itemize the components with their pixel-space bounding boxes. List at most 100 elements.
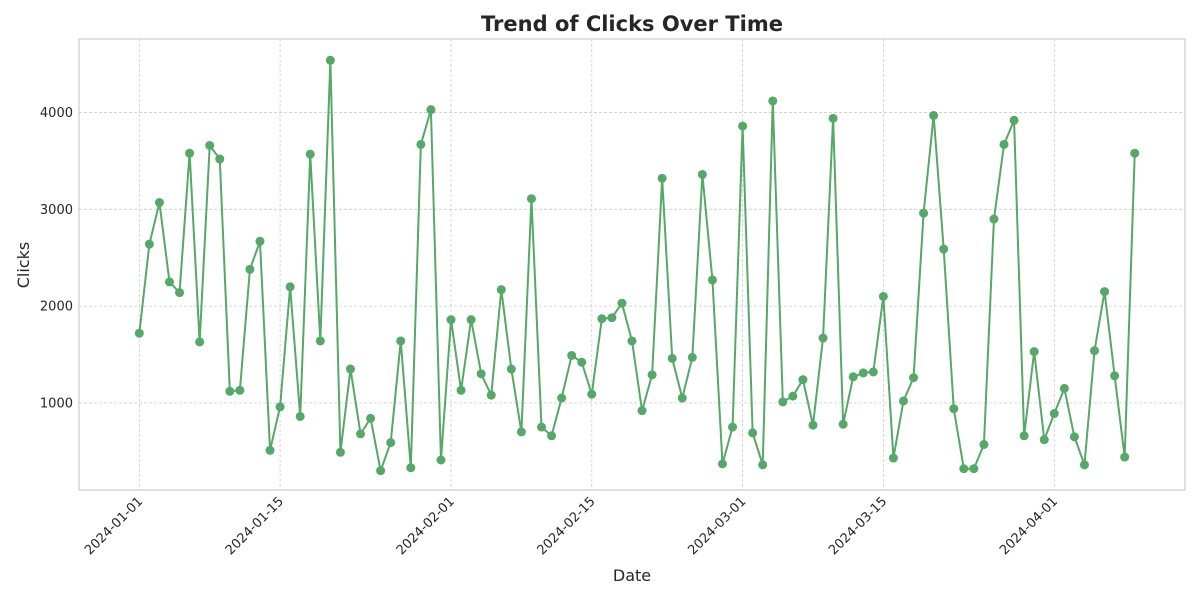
y-tick-label: 3000 xyxy=(40,203,73,218)
series-clicks xyxy=(134,55,1140,476)
data-point xyxy=(1090,346,1100,356)
data-point xyxy=(949,404,959,414)
data-point xyxy=(516,427,526,437)
data-point xyxy=(909,373,919,383)
data-point xyxy=(1029,347,1039,357)
data-point xyxy=(335,447,345,457)
data-point xyxy=(798,375,808,385)
data-point xyxy=(587,389,597,399)
data-point xyxy=(577,357,587,367)
data-point xyxy=(597,314,607,324)
data-point xyxy=(647,370,657,380)
y-tick-label: 4000 xyxy=(40,106,73,121)
data-point xyxy=(1120,452,1130,462)
data-point xyxy=(376,466,386,476)
data-point xyxy=(748,428,758,438)
data-point xyxy=(265,445,275,455)
plot-frame xyxy=(78,38,1186,491)
data-point xyxy=(1069,432,1079,442)
data-point xyxy=(1110,371,1120,381)
data-point xyxy=(939,244,949,254)
data-point xyxy=(878,291,888,301)
data-point xyxy=(275,402,285,412)
data-point xyxy=(175,288,185,298)
data-point xyxy=(768,96,778,106)
data-point xyxy=(677,393,687,403)
data-point xyxy=(164,277,174,287)
grid xyxy=(79,39,1185,490)
data-point xyxy=(919,208,929,218)
data-point xyxy=(657,173,667,183)
data-point xyxy=(567,350,577,360)
data-point xyxy=(858,368,868,378)
data-point xyxy=(1009,115,1019,125)
data-point xyxy=(617,298,627,308)
data-point xyxy=(1100,287,1110,297)
data-point xyxy=(446,315,456,325)
data-point xyxy=(356,429,366,439)
data-point xyxy=(396,336,406,346)
data-point xyxy=(738,121,748,131)
data-point xyxy=(245,264,255,274)
data-point xyxy=(838,419,848,429)
x-tick-label: 2024-02-15 xyxy=(535,494,599,558)
data-point xyxy=(758,460,768,470)
x-tick-label: 2024-01-15 xyxy=(223,494,287,558)
data-point xyxy=(627,336,637,346)
y-tick-label: 1000 xyxy=(40,396,73,411)
data-point xyxy=(828,113,838,123)
y-axis-ticks: 1000 2000 3000 4000 xyxy=(40,106,73,411)
data-point xyxy=(305,149,315,159)
data-point xyxy=(717,459,727,469)
data-point xyxy=(848,372,858,382)
data-point xyxy=(416,139,426,149)
data-point xyxy=(366,413,376,423)
data-point xyxy=(195,337,205,347)
data-point xyxy=(979,440,989,450)
data-point xyxy=(506,364,516,374)
data-point xyxy=(456,385,466,395)
data-point xyxy=(1039,435,1049,445)
data-point xyxy=(255,236,265,246)
data-point xyxy=(959,464,969,474)
data-point xyxy=(687,352,697,362)
data-point xyxy=(1130,148,1140,158)
data-point xyxy=(667,353,677,363)
data-point xyxy=(426,105,436,115)
data-point xyxy=(526,194,536,204)
x-tick-label: 2024-01-01 xyxy=(82,494,146,558)
data-point xyxy=(285,282,295,292)
x-tick-label: 2024-03-15 xyxy=(826,494,890,558)
x-axis-ticks: 2024-01-01 2024-01-15 2024-02-01 2024-02-15… xyxy=(82,494,1061,558)
x-axis-label: Date xyxy=(613,566,651,585)
data-point xyxy=(898,396,908,406)
data-point xyxy=(205,140,215,150)
data-point xyxy=(788,391,798,401)
data-point xyxy=(345,364,355,374)
data-point xyxy=(315,336,325,346)
data-point xyxy=(607,313,617,323)
data-point xyxy=(637,406,647,416)
data-point xyxy=(707,275,717,285)
data-point xyxy=(728,422,738,432)
data-point xyxy=(406,463,416,473)
data-point xyxy=(808,420,818,430)
data-point xyxy=(547,431,557,441)
x-tick-label: 2024-03-01 xyxy=(685,494,749,558)
data-point xyxy=(134,328,144,338)
data-point xyxy=(929,110,939,120)
data-point xyxy=(557,393,567,403)
data-point xyxy=(144,239,154,249)
x-tick-label: 2024-04-01 xyxy=(997,494,1061,558)
data-point xyxy=(1079,460,1089,470)
data-point xyxy=(295,411,305,421)
data-point xyxy=(969,464,979,474)
data-point xyxy=(486,390,496,400)
data-point xyxy=(818,333,828,343)
data-point xyxy=(1019,431,1029,441)
series-line xyxy=(138,59,1136,472)
x-tick-label: 2024-02-01 xyxy=(394,494,458,558)
data-point xyxy=(999,139,1009,149)
